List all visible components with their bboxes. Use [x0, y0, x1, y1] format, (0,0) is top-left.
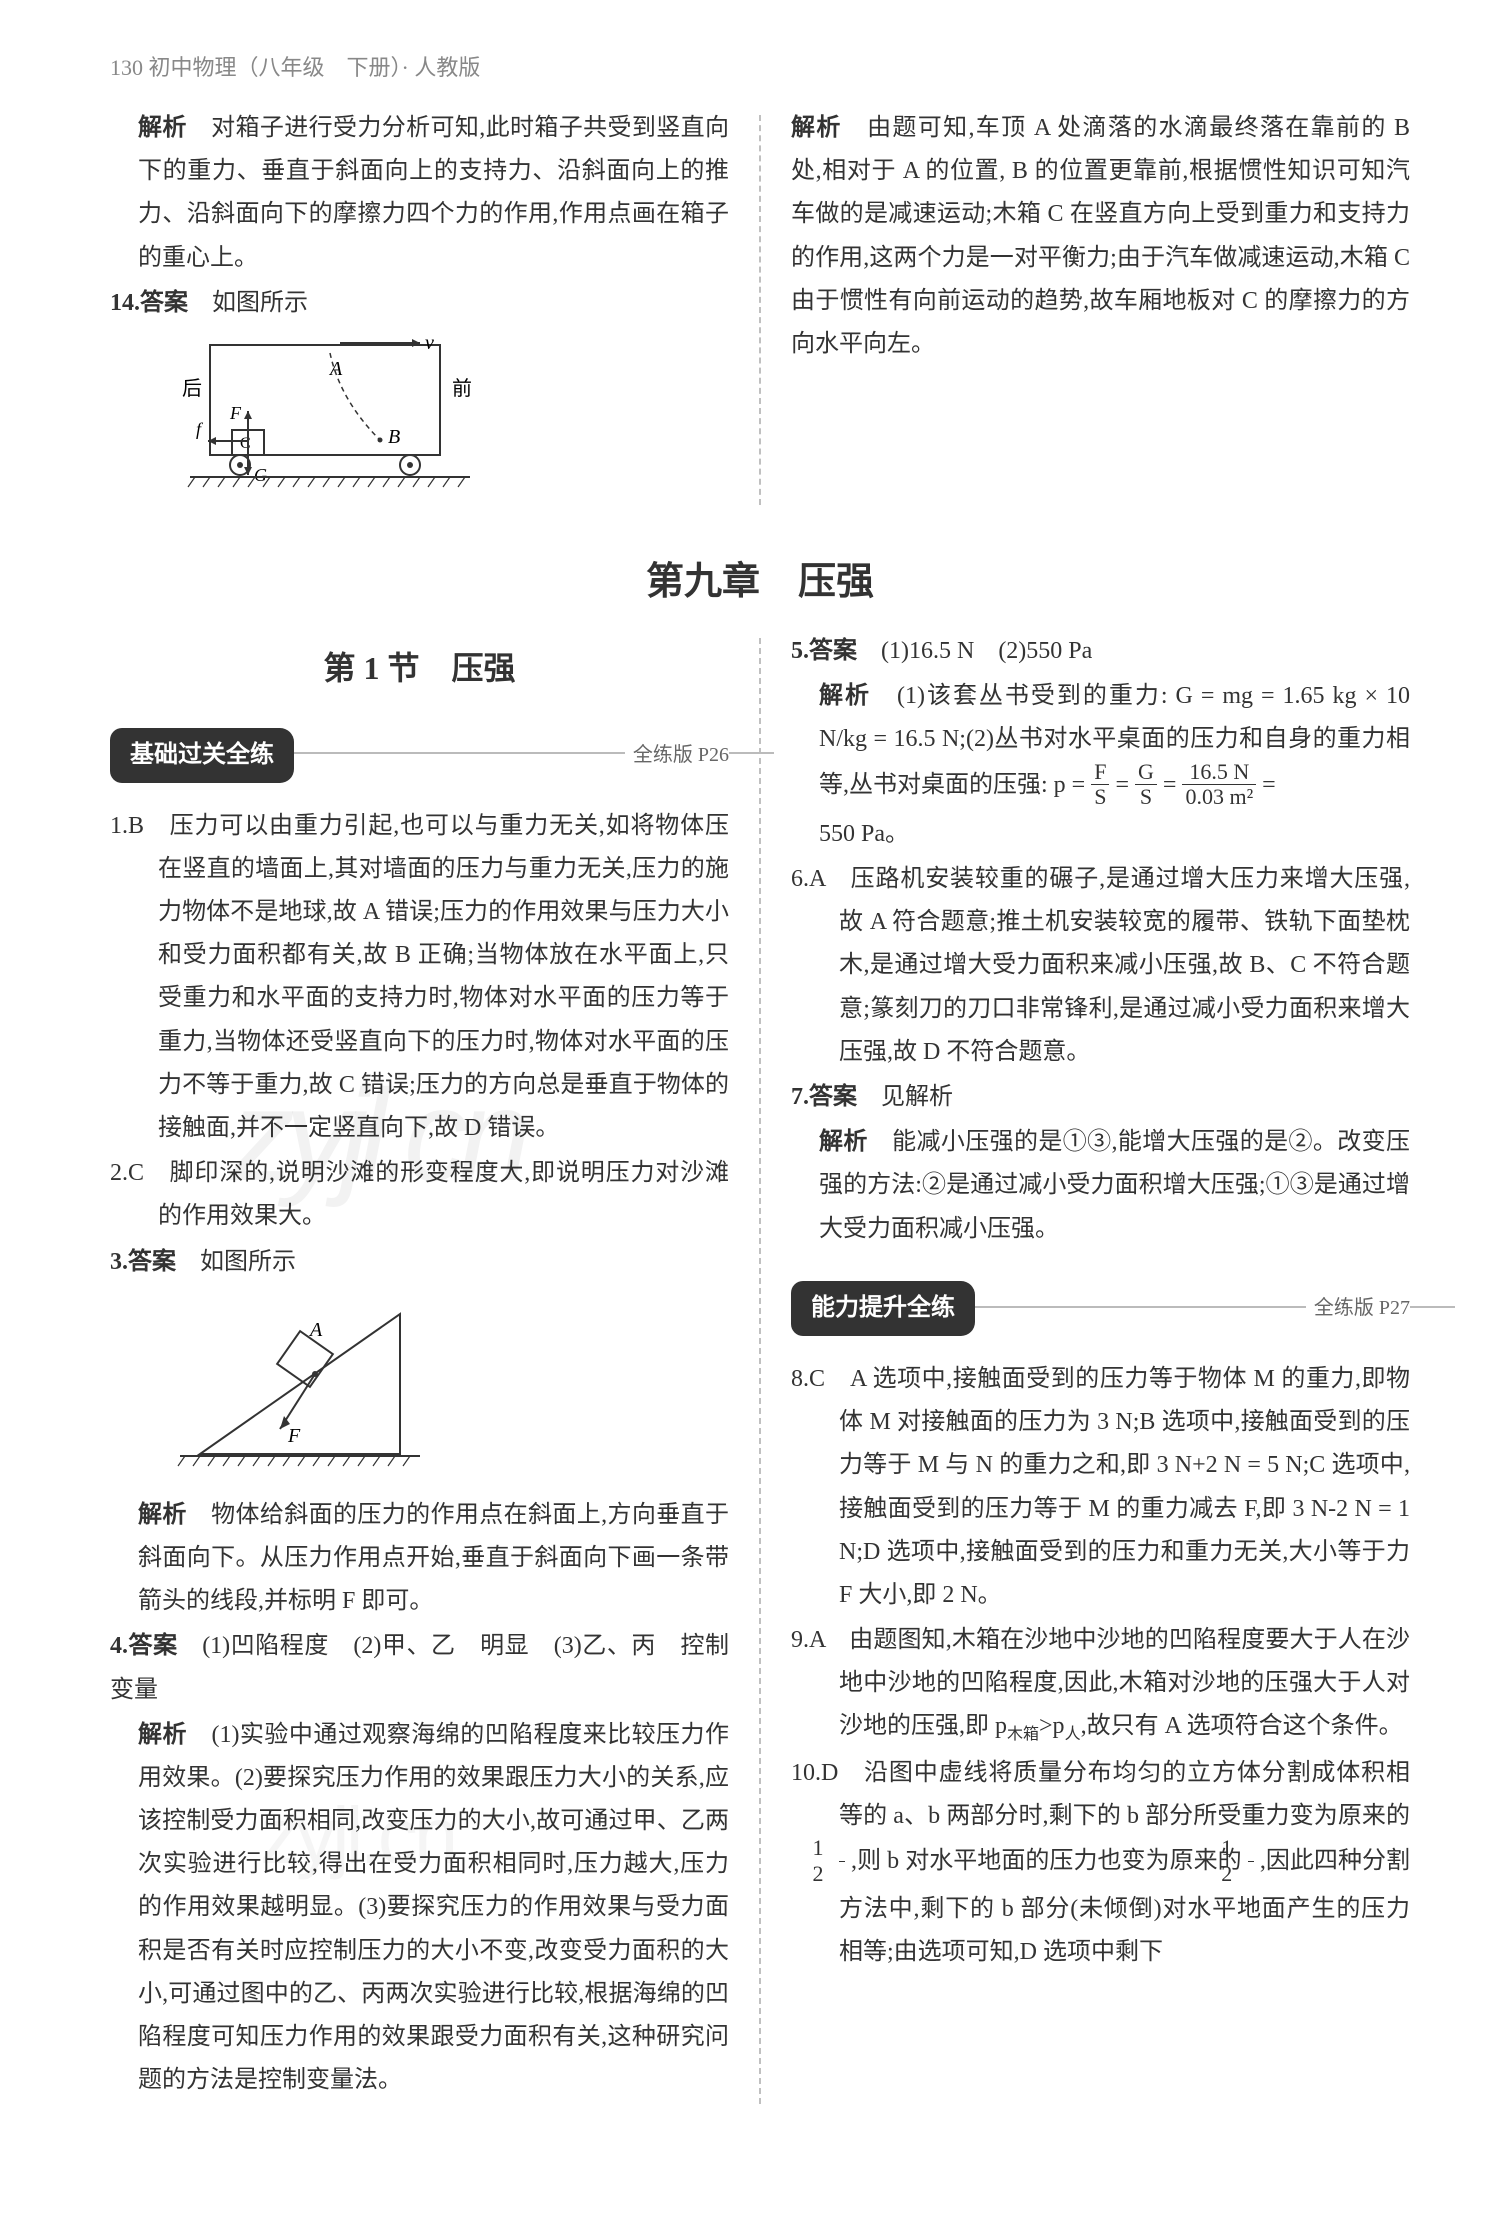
basic-page-ref: 全练版 P26 [625, 737, 729, 773]
q3-ana-label: 解析 [138, 1502, 187, 1528]
q4-ana-label: 解析 [138, 1722, 187, 1748]
label-G: G [254, 465, 267, 485]
q3-label-A: A [308, 1319, 323, 1341]
q5-ana2: 550 Pa。 [791, 813, 1410, 856]
label-front: 前 [452, 377, 472, 400]
q5-eq2: = [1163, 772, 1177, 798]
q10-line: 10.D 沿图中虚线将质量分布均匀的立方体分割成体积相等的 a、b 两部分时,剩… [791, 1752, 1410, 1974]
q3-label: 3.答案 [110, 1249, 176, 1275]
q3-label-F: F [287, 1425, 301, 1447]
page-number: 130 [110, 55, 143, 80]
label-back: 后 [182, 377, 202, 400]
q5-ana-label: 解析 [819, 683, 871, 709]
label-v: v [425, 335, 434, 354]
q5-ana-line: 解析 (1)该套丛书受到的重力: G = mg = 1.65 kg × 10 N… [791, 675, 1410, 811]
label-B: B [388, 426, 400, 448]
q13-ana: 对箱子进行受力分析可知,此时箱子共受到竖直向下的重力、垂直于斜面向上的支持力、沿… [138, 115, 729, 271]
q5-text: (1)16.5 N (2)550 Pa [881, 638, 1092, 664]
q9b: ,故只有 A 选项符合这个条件。 [1081, 1713, 1403, 1739]
page-header: 130 初中物理（八年级 下册）· 人教版 [110, 50, 1410, 82]
q8: 8.C A 选项中,接触面受到的压力等于物体 M 的重力,即物体 M 对接触面的… [791, 1358, 1410, 1617]
label-F: F [229, 403, 242, 423]
column-divider-top [759, 115, 761, 505]
q3-ana: 物体给斜面的压力的作用点在斜面上,方向垂直于斜面向下。从压力作用点开始,垂直于斜… [138, 1502, 729, 1614]
q9-sub1: 木箱 [1007, 1726, 1039, 1743]
q1: 1.B 压力可以由重力引起,也可以与重力无关,如将物体压在竖直的墙面上,其对墙面… [110, 805, 729, 1151]
q10-half1: 12 [839, 1836, 845, 1885]
column-divider-main [759, 638, 761, 2104]
ability-page-ref: 全练版 P27 [1306, 1290, 1410, 1326]
q14-label: 14.答案 [110, 290, 188, 316]
q4-label: 4.答案 [110, 1633, 178, 1659]
q13-ana-label: 解析 [138, 115, 187, 141]
main-block: 第 1 节 压强 基础过关全练 全练版 P26 1.B 压力可以由重力引起,也可… [110, 630, 1410, 2104]
q5-f3: 16.5 N0.03 m² [1182, 760, 1256, 809]
q6: 6.A 压路机安装较重的碾子,是通过增大压力来增大压强,故 A 符合题意;推土机… [791, 858, 1410, 1074]
chapter-title: 第九章 压强 [110, 550, 1410, 605]
left-column: 第 1 节 压强 基础过关全练 全练版 P26 1.B 压力可以由重力引起,也可… [110, 630, 729, 2104]
q7-ana: 能减小压强的是①③,能增大压强的是②。改变压强的方法:②是通过减小受力面积增大压… [819, 1129, 1410, 1241]
q9-mid: >p [1039, 1713, 1065, 1739]
label-A: A [328, 358, 343, 380]
label-f: f [196, 419, 204, 439]
basic-badge: 基础过关全练 [110, 728, 294, 783]
q7-ana-label: 解析 [819, 1129, 868, 1155]
q5-eq3: = [1262, 772, 1276, 798]
q7-label: 7.答案 [791, 1084, 857, 1110]
q4-ana: (1)实验中通过观察海绵的凹陷程度来比较压力作用效果。(2)要探究压力作用的效果… [138, 1722, 729, 2094]
q4-text: (1)凹陷程度 (2)甲、乙 明显 (3)乙、丙 控制变量 [110, 1633, 729, 1702]
q10a: 10.D 沿图中虚线将质量分布均匀的立方体分割成体积相等的 a、b 两部分时,剩… [791, 1760, 1410, 1829]
q9-sub2: 人 [1065, 1726, 1081, 1743]
label-C: C [240, 435, 251, 452]
q5-eq-lhs: p = [1054, 772, 1086, 798]
top-left-col: 解析 对箱子进行受力分析可知,此时箱子共受到竖直向下的重力、垂直于斜面向上的支持… [110, 107, 729, 505]
right-column: 5.答案 (1)16.5 N (2)550 Pa 解析 (1)该套丛书受到的重力… [791, 630, 1410, 2104]
q14-diagram: v A B 前 后 C f F G [170, 335, 490, 495]
q5-eq1: = [1115, 772, 1129, 798]
top-right-ana-label: 解析 [791, 115, 842, 141]
q2: 2.C 脚印深的,说明沙滩的形变程度大,即说明压力对沙滩的作用效果大。 [110, 1152, 729, 1238]
book-title: 初中物理（八年级 下册）· 人教版 [149, 55, 481, 80]
q9-line: 9.A 由题图知,木箱在沙地中沙地的凹陷程度要大于人在沙地中沙地的凹陷程度,因此… [791, 1619, 1410, 1750]
ability-badge-row: 能力提升全练 全练版 P27 [791, 1281, 1410, 1336]
section-1-title: 第 1 节 压强 [110, 640, 729, 698]
q14-text: 如图所示 [212, 290, 308, 316]
q7-text: 见解析 [881, 1084, 953, 1110]
ability-badge: 能力提升全练 [791, 1281, 975, 1336]
top-right-ana: 由题可知,车顶 A 处滴落的水滴最终落在靠前的 B 处,相对于 A 的位置, B… [791, 115, 1410, 357]
q3-diagram: A F [170, 1294, 430, 1484]
top-right-col: 解析 由题可知,车顶 A 处滴落的水滴最终落在靠前的 B 处,相对于 A 的位置… [791, 107, 1410, 505]
top-block: 解析 对箱子进行受力分析可知,此时箱子共受到竖直向下的重力、垂直于斜面向上的支持… [110, 107, 1410, 505]
q3-text: 如图所示 [200, 1249, 296, 1275]
q5-label: 5.答案 [791, 638, 857, 664]
basic-badge-row: 基础过关全练 全练版 P26 [110, 728, 729, 783]
q5-f2: GS [1135, 760, 1157, 809]
q10b: ,则 b 对水平地面的压力也变为原来的 [851, 1849, 1242, 1875]
q10-half2: 12 [1248, 1836, 1254, 1885]
q5-f1: FS [1091, 760, 1109, 809]
